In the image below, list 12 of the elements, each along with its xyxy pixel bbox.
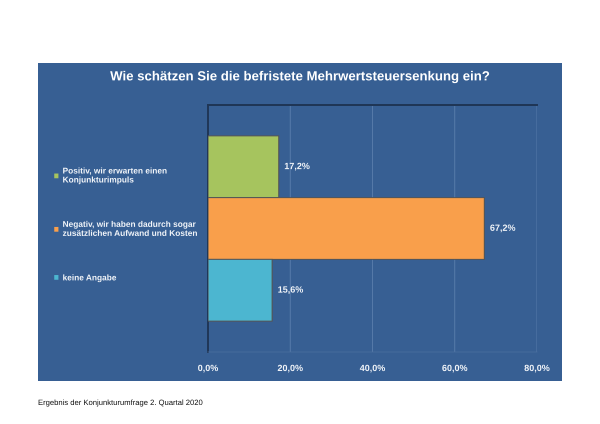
x-tick-label: 40,0% [360,364,386,372]
x-tick-label: 20,0% [278,364,303,372]
data-label: 67,2% [490,224,516,232]
legend-label: Negativ, wir haben dadurch sogar zusätzlichen Aufwand und Kosten [62,220,197,236]
legend-label: Positiv, wir erwarten einen Konjunkturimpuls [63,167,167,184]
data-label: 15,6% [278,286,304,294]
chart-title: Wie schätzen Sie die befristete Mehrwertsteuersenkung ein? [110,70,490,84]
x-tick-label: 0,0% [198,364,218,372]
x-tick-label: 60,0% [442,364,468,372]
data-label: 17,2% [284,162,310,170]
legend-label: keine Angabe [63,274,116,282]
x-tick-label: 80,0% [524,364,550,372]
